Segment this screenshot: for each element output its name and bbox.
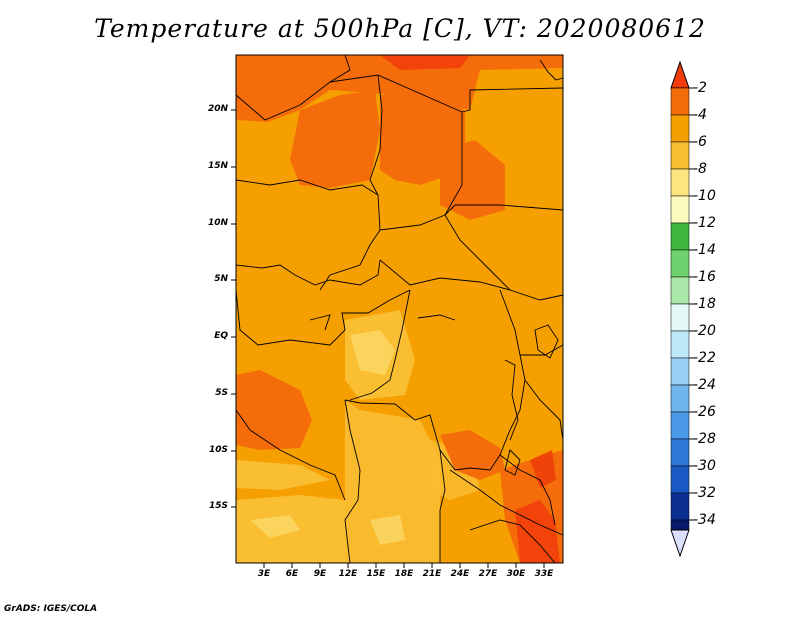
colorbar-label: -20 bbox=[693, 323, 716, 339]
colorbar-swatch-6 bbox=[670, 222, 690, 251]
colorbar-swatch-9 bbox=[670, 303, 690, 332]
map-panel bbox=[231, 54, 564, 568]
y-axis-label: 10S bbox=[208, 445, 228, 455]
colorbar-label: -18 bbox=[693, 296, 716, 312]
x-axis-label: 27E bbox=[478, 569, 498, 579]
x-axis-label: 6E bbox=[285, 569, 299, 579]
colorbar-swatch-4 bbox=[670, 168, 690, 197]
colorbar bbox=[670, 60, 694, 558]
y-axis-label: 5N bbox=[214, 274, 228, 284]
colorbar-bottom-triangle bbox=[670, 529, 690, 558]
colorbar-label: -24 bbox=[693, 377, 716, 393]
x-axis-label: 33E bbox=[534, 569, 554, 579]
y-axis-label: EQ bbox=[214, 331, 228, 341]
x-axis-label: 15E bbox=[366, 569, 386, 579]
colorbar-label: -12 bbox=[693, 215, 716, 231]
colorbar-label: -2 bbox=[693, 80, 707, 96]
y-axis-ticks bbox=[231, 109, 236, 508]
y-axis-label: 15S bbox=[208, 501, 228, 511]
y-axis-label: 5S bbox=[215, 388, 228, 398]
x-axis-label: 3E bbox=[257, 569, 271, 579]
colorbar-swatch-12 bbox=[670, 384, 690, 413]
colorbar-swatch-10 bbox=[670, 330, 690, 359]
colorbar-swatch-7 bbox=[670, 249, 690, 278]
colorbar-top-triangle bbox=[670, 60, 690, 89]
map-frame bbox=[235, 54, 564, 564]
colorbar-swatch-15 bbox=[670, 465, 690, 494]
colorbar-swatch-17 bbox=[670, 519, 690, 531]
colorbar-swatch-3 bbox=[670, 141, 690, 170]
colorbar-label: -6 bbox=[693, 134, 707, 150]
colorbar-label: -4 bbox=[693, 107, 707, 123]
y-axis-label: 15N bbox=[207, 161, 228, 171]
y-axis-label: 10N bbox=[207, 218, 228, 228]
x-axis-label: 9E bbox=[313, 569, 327, 579]
colorbar-ticks bbox=[689, 87, 694, 521]
colorbar-label: -14 bbox=[693, 242, 716, 258]
colorbar-label: -10 bbox=[693, 188, 716, 204]
map-title: Temperature at 500hPa [C], VT: 202008061… bbox=[94, 14, 706, 43]
x-axis-ticks bbox=[263, 563, 545, 568]
colorbar-label: -22 bbox=[693, 350, 716, 366]
colorbar-label: -28 bbox=[693, 431, 716, 447]
colorbar-swatch-14 bbox=[670, 438, 690, 467]
colorbar-swatch-16 bbox=[670, 492, 690, 521]
colorbar-swatch-2 bbox=[670, 114, 690, 143]
colorbar-label: -16 bbox=[693, 269, 716, 285]
colorbar-label: -26 bbox=[693, 404, 716, 420]
country-borders bbox=[235, 54, 564, 564]
colorbar-swatch-5 bbox=[670, 195, 690, 224]
pale-yellow-patches bbox=[250, 330, 405, 545]
x-axis-label: 24E bbox=[450, 569, 470, 579]
colorbar-label: -30 bbox=[693, 458, 716, 474]
colorbar-swatch-13 bbox=[670, 411, 690, 440]
x-axis-label: 30E bbox=[506, 569, 526, 579]
x-axis-label: 12E bbox=[338, 569, 358, 579]
hot-patches bbox=[380, 55, 560, 563]
colorbar-swatch-1 bbox=[670, 87, 690, 116]
x-axis-label: 21E bbox=[422, 569, 442, 579]
colorbar-swatch-11 bbox=[670, 357, 690, 386]
colorbar-label: -8 bbox=[693, 161, 707, 177]
colorbar-label: -32 bbox=[693, 485, 716, 501]
colorbar-label: -34 bbox=[693, 512, 716, 528]
warm-dark-patches bbox=[236, 55, 563, 563]
footer-credit: GrADS: IGES/COLA bbox=[4, 604, 98, 614]
x-axis-label: 18E bbox=[394, 569, 414, 579]
colorbar-swatch-8 bbox=[670, 276, 690, 305]
y-axis-label: 20N bbox=[207, 104, 228, 114]
